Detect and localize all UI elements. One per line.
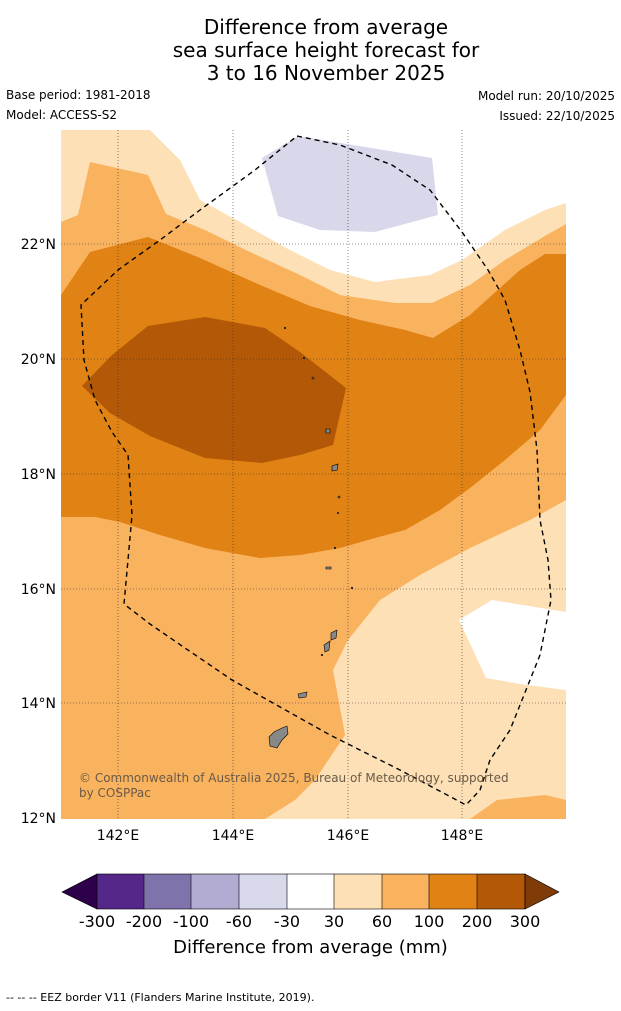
colorbar-max-arrow: [524, 873, 560, 910]
colorbar-swatch-1: [97, 874, 144, 909]
colorbar-min-arrow: [61, 873, 98, 910]
lat-label-14: 14°N: [21, 696, 56, 712]
colorbar: -300 -200 -100 -60 -30 30 60 100 200 300: [61, 873, 560, 931]
eez-border: [80, 135, 552, 806]
band-0-30-pocket: [459, 600, 566, 690]
band-neg-30-0: [262, 136, 438, 232]
colorbar-title: Difference from average (mm): [173, 937, 448, 958]
colorbar-tick-4: -60: [226, 912, 252, 931]
colorbar-swatch-7: [382, 874, 429, 909]
issued-label: Issued: 22/10/2025: [499, 109, 615, 123]
islands: [268, 326, 354, 749]
model-run-label: Model run: 20/10/2025: [477, 89, 615, 103]
colorbar-swatch-2: [144, 874, 191, 909]
lon-label-148: 148°E: [441, 828, 484, 844]
lat-label-18: 18°N: [21, 467, 56, 483]
lat-label-20: 20°N: [21, 352, 56, 368]
colorbar-tick-5: -30: [274, 912, 300, 931]
lat-label-16: 16°N: [21, 582, 56, 598]
colorbar-swatch-3: [191, 874, 239, 909]
band-60-100-patch: [470, 795, 566, 819]
colorbar-swatch-5: [287, 874, 334, 909]
lat-label-22: 22°N: [21, 237, 56, 253]
copyright-notice: © Commonwealth of Australia 2025, Bureau…: [79, 771, 509, 800]
lon-label-146: 146°E: [327, 828, 370, 844]
colorbar-tick-8: 100: [414, 912, 445, 931]
eez-legend-note: -- -- -- EEZ border V11 (Flanders Marine…: [6, 991, 315, 1004]
lon-label-142: 142°E: [97, 828, 140, 844]
colorbar-tick-10: 300: [510, 912, 541, 931]
colorbar-tick-7: 60: [372, 912, 392, 931]
band-200-300: [82, 317, 346, 463]
chart-title: Difference from average sea surface heig…: [0, 16, 621, 85]
lat-label-12: 12°N: [21, 811, 56, 827]
title-line-1: Difference from average: [203, 15, 449, 39]
title-line-3: 3 to 16 November 2025: [206, 61, 446, 85]
colorbar-dividers: [96, 873, 526, 910]
title-line-2: sea surface height forecast for: [172, 38, 480, 62]
colorbar-tick-2: -200: [126, 912, 162, 931]
colorbar-tick-6: 30: [324, 912, 344, 931]
colorbar-swatch-4: [239, 874, 287, 909]
colorbar-swatch-8: [429, 874, 477, 909]
lon-label-144: 144°E: [212, 828, 255, 844]
model-label: Model: ACCESS-S2: [6, 108, 118, 122]
graticule: [61, 130, 566, 819]
map: 22°N 20°N 18°N 16°N 14°N 12°N 142°E 144°…: [21, 130, 566, 844]
colorbar-tick-3: -100: [173, 912, 209, 931]
colorbar-tick-1: -300: [79, 912, 115, 931]
colorbar-tick-9: 200: [462, 912, 493, 931]
colorbar-swatch-6: [334, 874, 382, 909]
base-period-label: Base period: 1981-2018: [6, 88, 151, 102]
colorbar-swatch-9: [477, 874, 525, 909]
